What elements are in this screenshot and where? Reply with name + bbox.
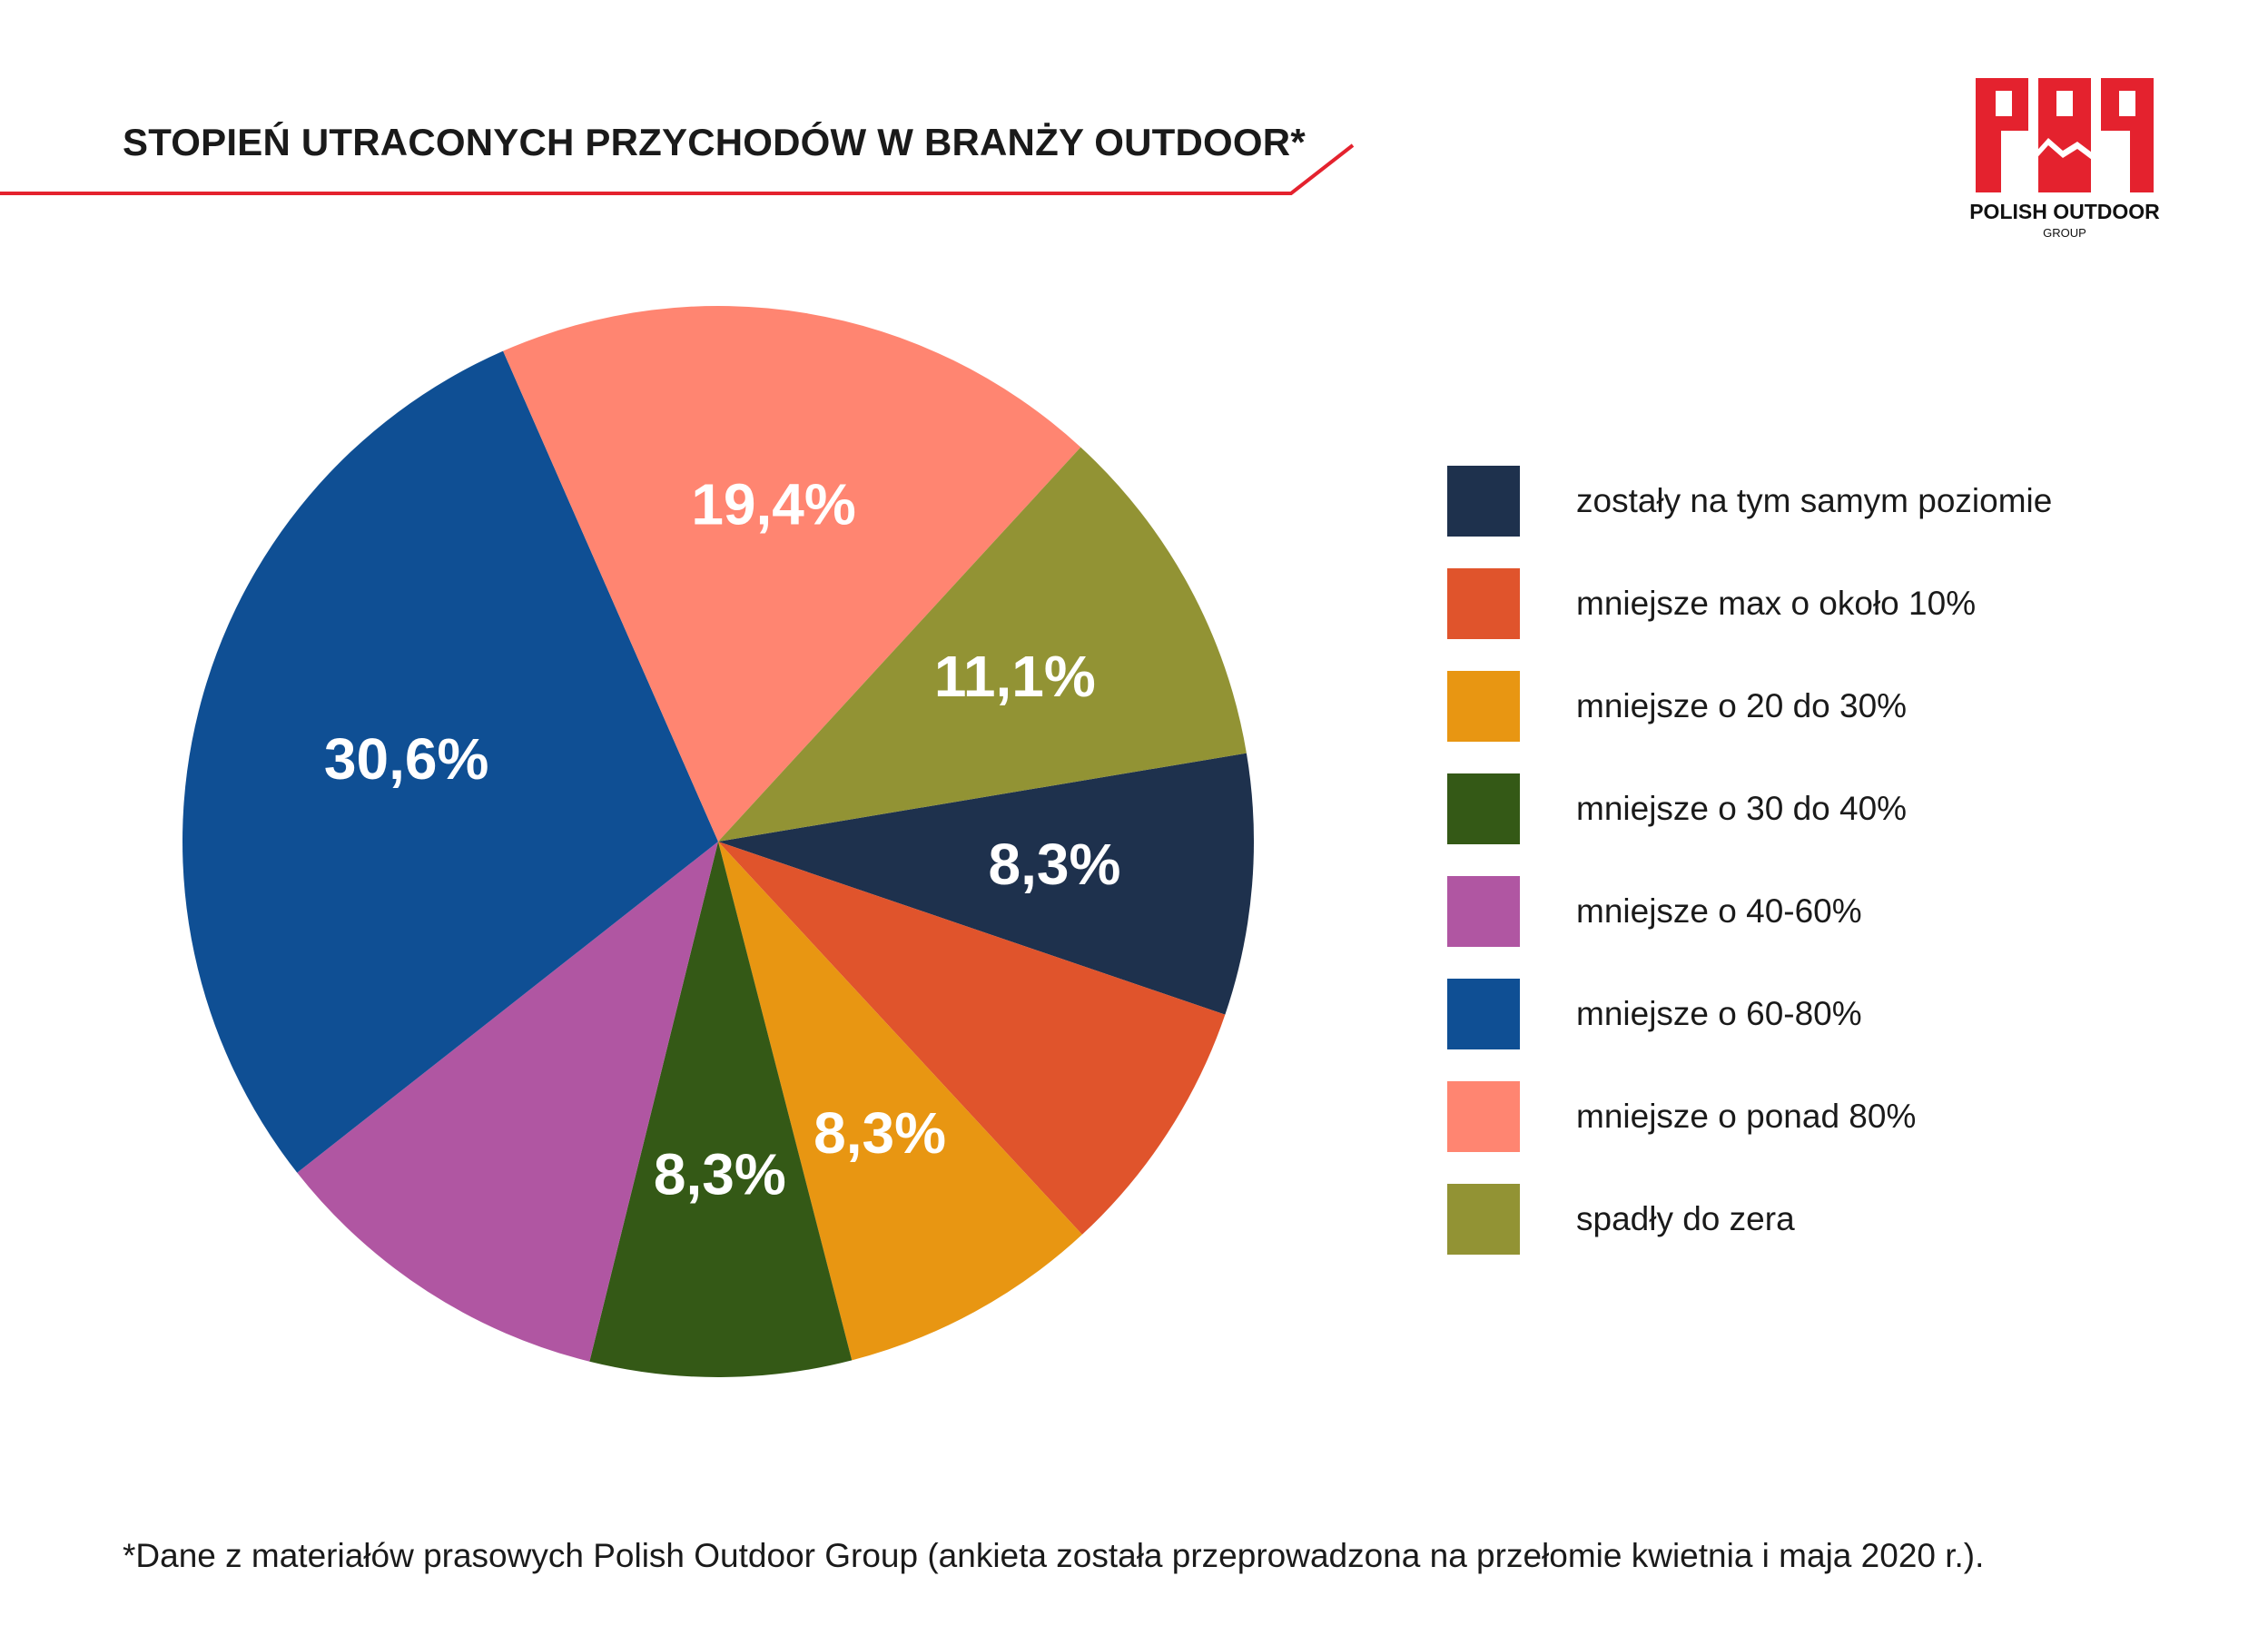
logo: POLISH OUTDOOR GROUP	[1965, 78, 2164, 240]
pog-logo-mark	[1976, 78, 2154, 192]
logo-name: POLISH OUTDOOR	[1969, 200, 2160, 223]
chart-legend: zostały na tym samym poziomie mniejsze ma…	[1447, 466, 2155, 1286]
legend-item: mniejsze o 60-80%	[1447, 979, 2155, 1081]
pie-slice-5	[297, 842, 718, 1362]
legend-swatch	[1447, 568, 1520, 639]
legend-swatch	[1447, 671, 1520, 742]
legend-item: zostały na tym samym poziomie	[1447, 466, 2155, 568]
legend-label: mniejsze o 30 do 40%	[1576, 790, 1908, 827]
legend-swatch	[1447, 1184, 1520, 1255]
legend-label: mniejsze o ponad 80%	[1576, 1098, 1917, 1135]
page-title: STOPIEŃ UTRACONYCH PRZYCHODÓW W BRANŻY O…	[123, 121, 1306, 163]
pie-slice-4	[589, 842, 853, 1377]
legend-label: mniejsze max o około 10%	[1576, 585, 1977, 622]
slice-label-4: 8,3%	[654, 1142, 786, 1207]
legend-label: mniejsze o 40-60%	[1576, 892, 1862, 930]
header-underline	[0, 143, 1355, 195]
legend-label: zostały na tym samym poziomie	[1576, 482, 2053, 519]
legend-swatch	[1447, 466, 1520, 537]
logo-sub: GROUP	[2043, 226, 2086, 240]
slice-label-7: 19,4%	[691, 471, 855, 537]
pie-slice-3	[718, 842, 1082, 1361]
legend-item: spadły do zera	[1447, 1184, 2155, 1286]
slice-label-8: 11,1%	[934, 644, 1096, 709]
legend-item: mniejsze o 40-60%	[1447, 876, 2155, 979]
pie-slice-6	[182, 350, 719, 1173]
pie-slice-8	[718, 447, 1247, 842]
legend-swatch	[1447, 1081, 1520, 1152]
legend-label: mniejsze o 60-80%	[1576, 995, 1862, 1032]
slice-label-1: 8,3%	[989, 832, 1121, 897]
legend-label: mniejsze o 20 do 30%	[1576, 687, 1908, 724]
legend-swatch	[1447, 773, 1520, 844]
legend-swatch	[1447, 876, 1520, 947]
legend-label: spadły do zera	[1576, 1200, 1795, 1237]
legend-item: mniejsze o 30 do 40%	[1447, 773, 2155, 876]
pie-slice-2	[718, 842, 1226, 1235]
legend-item: mniejsze max o około 10%	[1447, 568, 2155, 671]
legend-swatch	[1447, 979, 1520, 1049]
pie-slice-7	[503, 305, 1081, 842]
footnote: *Dane z materiałów prasowych Polish Outd…	[123, 1537, 1985, 1574]
legend-item: mniejsze o 20 do 30%	[1447, 671, 2155, 773]
slice-label-3: 8,3%	[814, 1100, 946, 1166]
legend-item: mniejsze o ponad 80%	[1447, 1081, 2155, 1184]
pie-slice-1	[718, 753, 1254, 1015]
slice-label-6: 30,6%	[324, 726, 488, 792]
